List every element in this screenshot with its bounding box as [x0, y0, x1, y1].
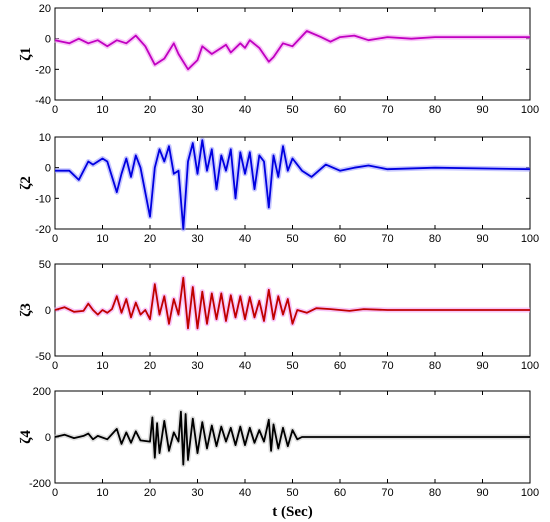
x-tick-label: 90 [476, 104, 488, 116]
x-tick-label: 100 [521, 487, 539, 499]
x-tick-label: 30 [191, 104, 203, 116]
line [55, 139, 531, 230]
x-tick-label: 40 [239, 360, 251, 372]
x-tick-label: 80 [429, 104, 441, 116]
y-tick-label: -200 [29, 478, 51, 490]
x-tick-label: 30 [191, 487, 203, 499]
x-tick-label: 50 [286, 360, 298, 372]
y-tick-label: -40 [35, 95, 51, 107]
x-tick-label: 10 [96, 233, 108, 245]
y-tick-label: -20 [35, 64, 51, 76]
y-tick-label: 10 [39, 132, 51, 144]
x-tick-label: 20 [144, 360, 156, 372]
x-tick-label: 10 [96, 104, 108, 116]
x-tick-label: 50 [286, 487, 298, 499]
y-tick-label: -20 [35, 224, 51, 236]
x-tick-label: 100 [521, 233, 539, 245]
x-tick-label: 50 [286, 233, 298, 245]
y-tick-label: 0 [45, 34, 51, 46]
y-tick-label: 200 [33, 386, 51, 398]
y-axis-label: ζ3 [18, 303, 34, 317]
x-tick-label: 90 [476, 360, 488, 372]
x-tick-label: 20 [144, 104, 156, 116]
line [54, 276, 530, 330]
x-tick-label: 70 [381, 104, 393, 116]
x-tick-label: 40 [239, 104, 251, 116]
x-tick-label: 30 [191, 233, 203, 245]
x-tick-label: 20 [144, 233, 156, 245]
x-tick-label: 90 [476, 233, 488, 245]
x-tick-label: 80 [429, 233, 441, 245]
y-tick-label: 20 [39, 3, 51, 15]
plot-frame [54, 7, 531, 101]
y-tick-label: 0 [45, 432, 51, 444]
x-tick-label: 80 [429, 487, 441, 499]
x-tick-label: 100 [521, 360, 539, 372]
x-tick-label: 60 [334, 104, 346, 116]
x-tick-label: 80 [429, 360, 441, 372]
x-tick-label: 70 [381, 487, 393, 499]
x-tick-label: 10 [96, 360, 108, 372]
x-tick-label: 0 [52, 360, 58, 372]
x-tick-label: 20 [144, 487, 156, 499]
y-axis-label: ζ2 [18, 176, 34, 190]
line [54, 410, 530, 466]
x-tick-label: 70 [381, 360, 393, 372]
y-tick-label: -50 [35, 351, 51, 363]
y-tick-label: -10 [35, 193, 51, 205]
y-axis-label: ζ4 [18, 430, 34, 444]
x-tick-label: 0 [52, 487, 58, 499]
x-tick-label: 30 [191, 360, 203, 372]
x-tick-label: 70 [381, 233, 393, 245]
x-tick-label: 60 [334, 360, 346, 372]
y-tick-label: 0 [45, 305, 51, 317]
y-axis-label: ζ1 [18, 47, 34, 61]
x-tick-label: 60 [334, 487, 346, 499]
x-tick-label: 40 [239, 233, 251, 245]
x-tick-label: 10 [96, 487, 108, 499]
x-tick-label: 50 [286, 104, 298, 116]
x-tick-label: 100 [521, 104, 539, 116]
line [54, 30, 530, 71]
plot-frame [54, 136, 531, 230]
x-tick-label: 40 [239, 487, 251, 499]
x-tick-label: 0 [52, 104, 58, 116]
x-tick-label: 60 [334, 233, 346, 245]
x-axis-label: t (Sec) [272, 504, 312, 520]
y-tick-label: 50 [39, 259, 51, 271]
x-tick-label: 0 [52, 233, 58, 245]
y-tick-label: 0 [45, 163, 51, 175]
x-tick-label: 90 [476, 487, 488, 499]
